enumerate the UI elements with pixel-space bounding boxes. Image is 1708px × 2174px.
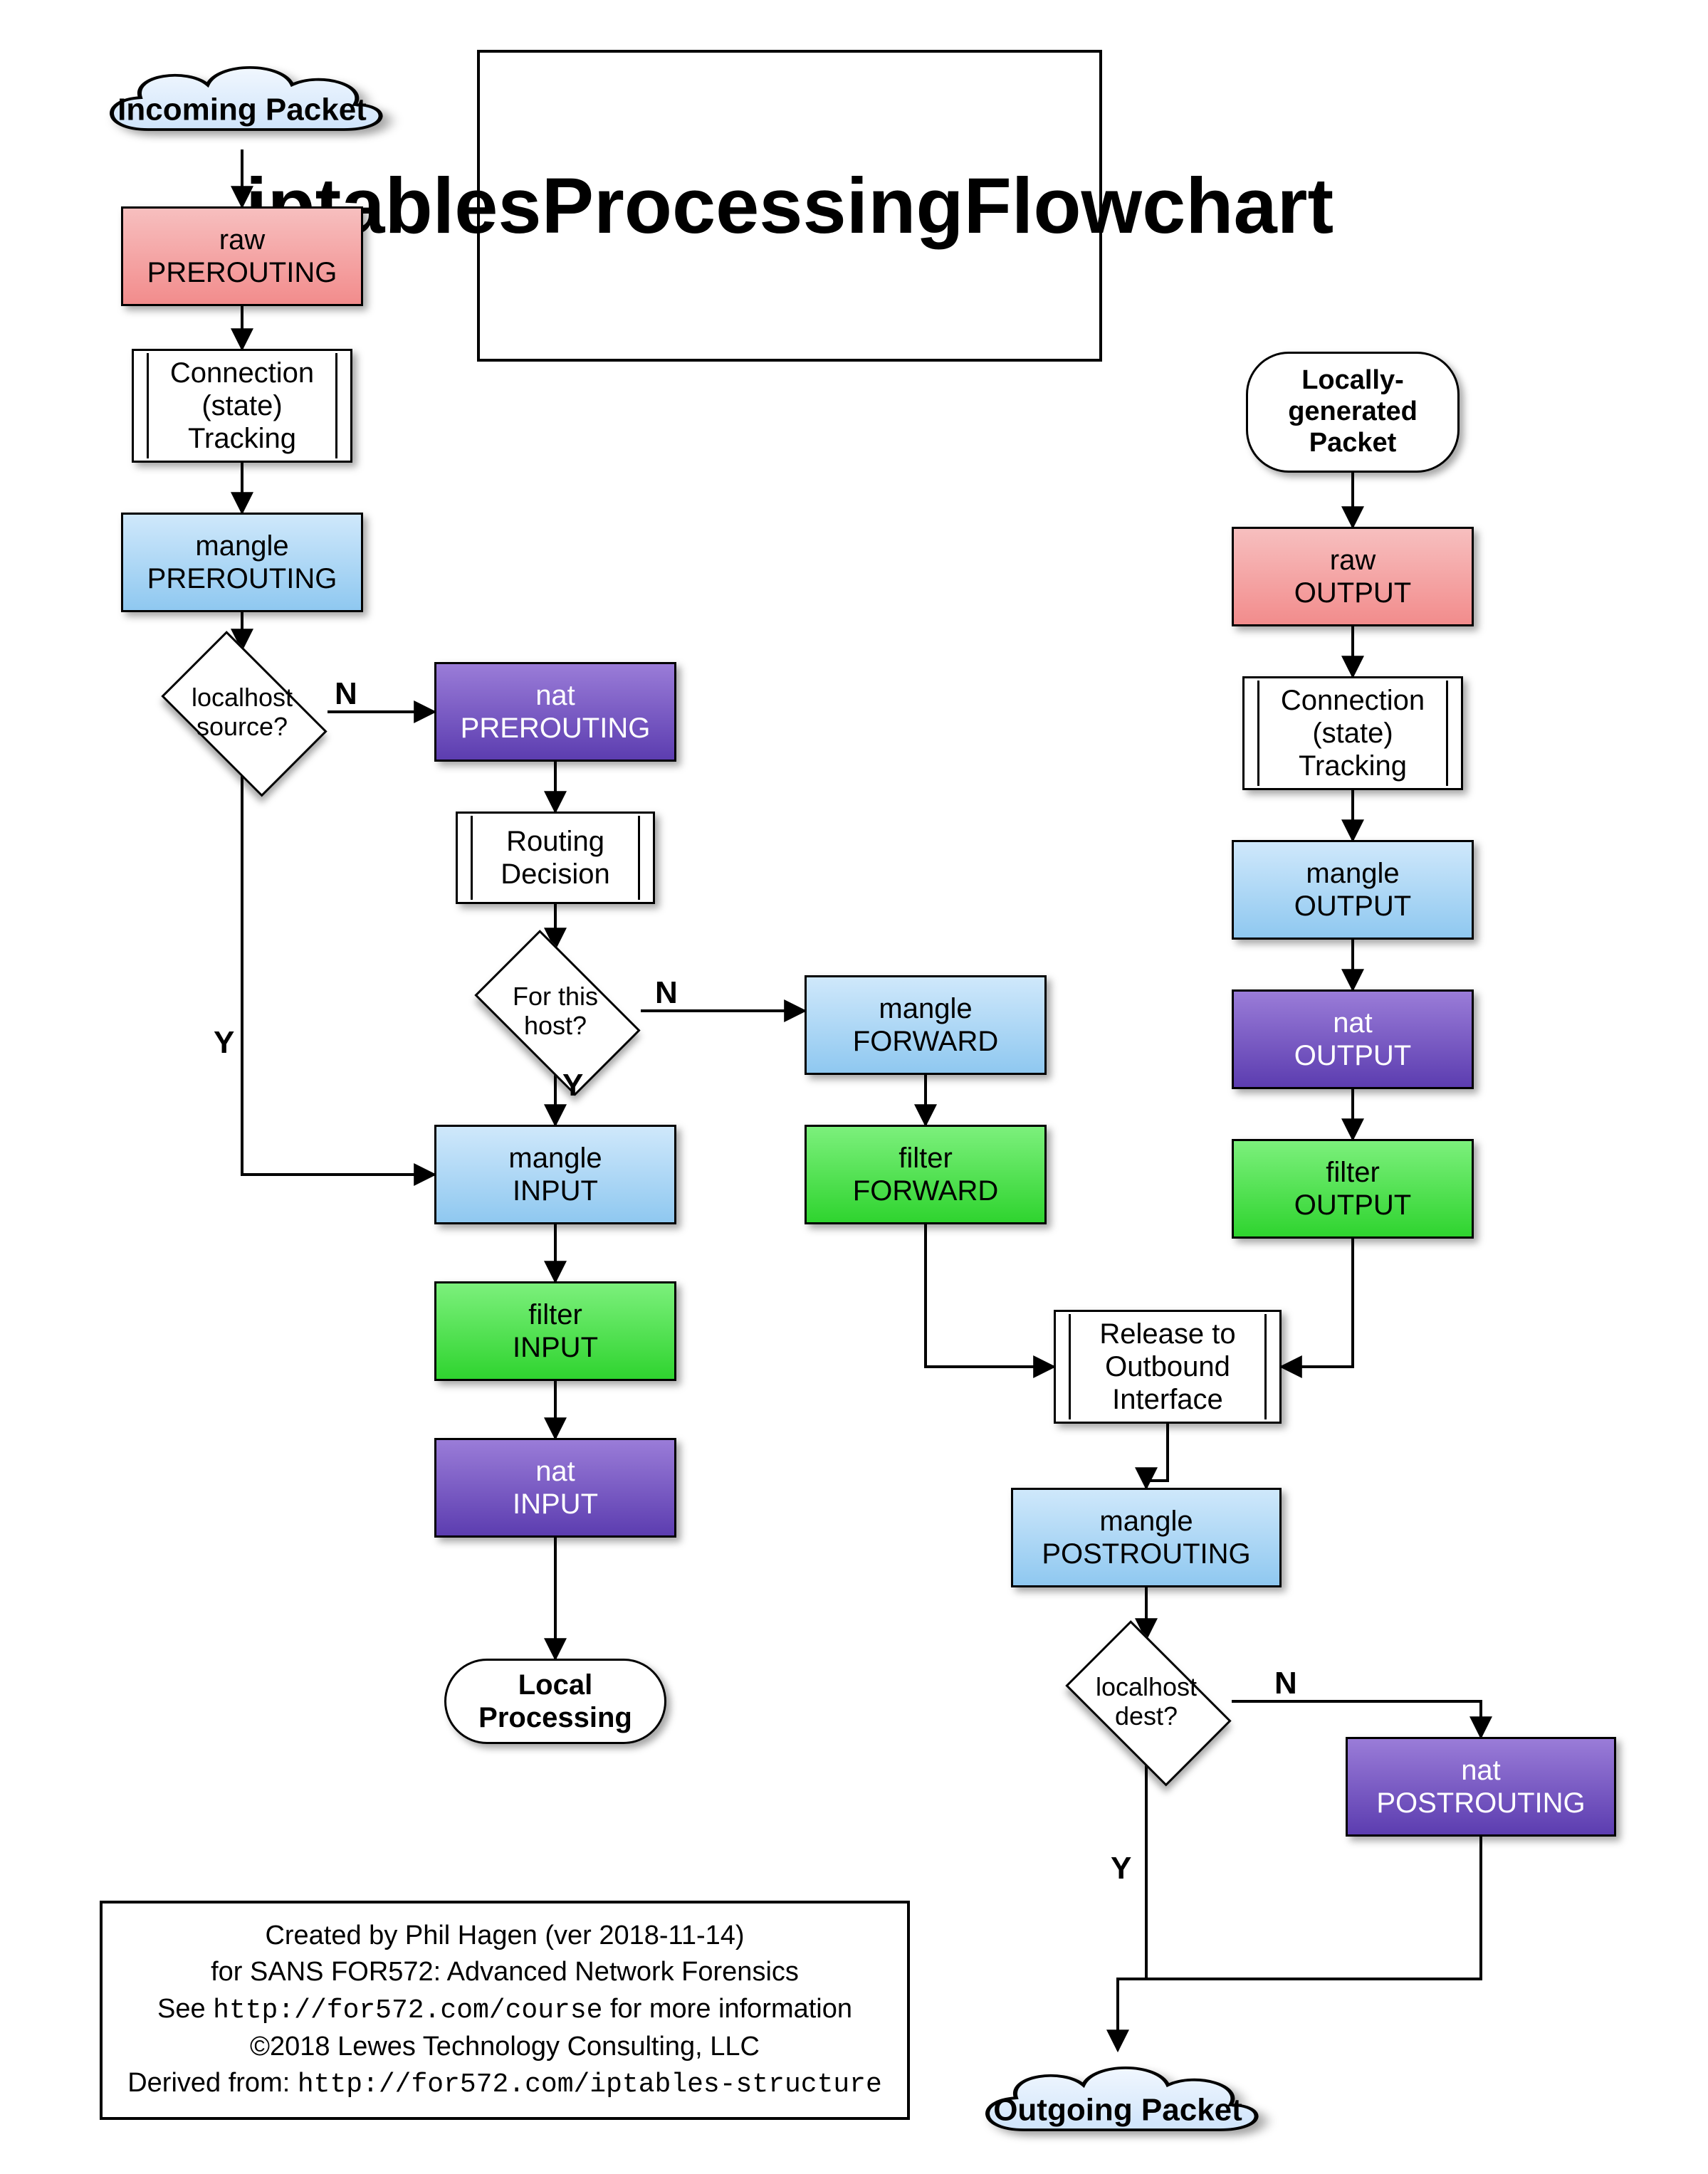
release-outbound-label: Release toOutboundInterface [1099,1318,1235,1416]
incoming-packet-cloud: Incoming Packet [85,50,399,149]
credits-line: See http://for572.com/course for more in… [124,1991,886,2029]
nat-input: natINPUT [434,1438,676,1538]
raw-output: rawOUTPUT [1232,527,1474,626]
diagram-title: iptablesProcessingFlowchart [477,50,1102,362]
mangle-forward-label: mangleFORWARD [853,992,998,1058]
locally-generated-packet-label: Locally-generatedPacket [1288,365,1418,458]
raw-output-label: rawOUTPUT [1294,544,1411,609]
filter-input-label: filterINPUT [513,1298,598,1364]
branch-label: N [1274,1666,1297,1701]
mangle-postrouting-label: manglePOSTROUTING [1042,1505,1250,1570]
locally-generated-packet-terminator: Locally-generatedPacket [1246,352,1460,473]
title-line: Processing [542,163,964,249]
branch-label: Y [214,1025,234,1061]
for-this-host: For thishost? [477,961,634,1061]
local-processing-terminator: LocalProcessing [444,1659,666,1744]
mangle-output: mangleOUTPUT [1232,840,1474,940]
routing-decision-label: RoutingDecision [501,825,609,891]
branch-label: N [655,975,678,1011]
credits-line: for SANS FOR572: Advanced Network Forens… [124,1954,886,1990]
flowchart-canvas: iptablesProcessingFlowchart Incoming Pac… [0,0,1708,2174]
localhost-source: localhostsource? [164,662,320,762]
conn-track-out: Connection(state)Tracking [1242,676,1463,790]
edge [1146,1424,1168,1488]
localhost-source-label: localhostsource? [164,662,320,762]
filter-output-label: filterOUTPUT [1294,1156,1411,1222]
local-processing-label: LocalProcessing [478,1669,632,1734]
edge [242,774,434,1175]
edge [1118,1764,1146,2050]
branch-label: Y [1111,1851,1131,1886]
edge [1146,1837,1481,1979]
conn-track-in-label: Connection(state)Tracking [170,357,314,455]
nat-output-label: natOUTPUT [1294,1007,1411,1072]
mangle-input-label: mangleINPUT [508,1142,602,1207]
edge [1282,1239,1353,1367]
credits-box: Created by Phil Hagen (ver 2018-11-14)fo… [100,1901,910,2120]
outgoing-packet-label: Outgoing Packet [993,2092,1242,2127]
credits-line: ©2018 Lewes Technology Consulting, LLC [124,2029,886,2065]
branch-label: N [335,676,357,712]
nat-prerouting-label: natPREROUTING [461,679,651,745]
mangle-prerouting: manglePREROUTING [121,513,363,612]
title-line: Flowchart [964,163,1334,249]
localhost-dest-label: localhostdest? [1068,1651,1225,1751]
mangle-prerouting-label: manglePREROUTING [147,530,337,595]
outgoing-packet-cloud: Outgoing Packet [961,2050,1274,2150]
nat-prerouting: natPREROUTING [434,662,676,762]
conn-track-in: Connection(state)Tracking [132,349,352,463]
nat-output: natOUTPUT [1232,989,1474,1089]
routing-decision: RoutingDecision [456,812,655,904]
branch-label: Y [562,1068,583,1103]
mangle-postrouting: manglePOSTROUTING [1011,1488,1282,1587]
edge [926,1224,1054,1367]
conn-track-out-label: Connection(state)Tracking [1281,684,1425,782]
for-this-host-label: For thishost? [477,961,634,1061]
localhost-dest: localhostdest? [1068,1651,1225,1751]
mangle-output-label: mangleOUTPUT [1294,857,1411,923]
filter-output: filterOUTPUT [1232,1139,1474,1239]
raw-prerouting: rawPREROUTING [121,206,363,306]
release-outbound: Release toOutboundInterface [1054,1310,1282,1424]
mangle-input: mangleINPUT [434,1125,676,1224]
incoming-packet-label: Incoming Packet [117,92,367,127]
nat-postrouting: natPOSTROUTING [1346,1737,1616,1837]
filter-forward: filterFORWARD [805,1125,1047,1224]
nat-postrouting-label: natPOSTROUTING [1376,1754,1585,1819]
credits-line: Derived from: http://for572.com/iptables… [124,2065,886,2103]
raw-prerouting-label: rawPREROUTING [147,224,337,289]
filter-forward-label: filterFORWARD [853,1142,998,1207]
credits-url: http://for572.com/course [213,1995,602,2026]
credits-url: http://for572.com/iptables-structure [298,2069,882,2100]
filter-input: filterINPUT [434,1281,676,1381]
credits-line: Created by Phil Hagen (ver 2018-11-14) [124,1918,886,1954]
nat-input-label: natINPUT [513,1455,598,1521]
edge [1232,1701,1481,1737]
mangle-forward: mangleFORWARD [805,975,1047,1075]
